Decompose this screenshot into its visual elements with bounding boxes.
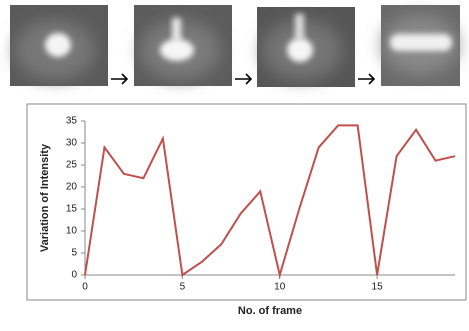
- y-tick-label: 35: [66, 116, 78, 127]
- x-tick-label: 15: [372, 282, 384, 293]
- x-tick-label: 5: [180, 282, 186, 293]
- y-tick-label: 20: [66, 182, 78, 193]
- y-tick-label: 15: [66, 204, 78, 215]
- chart-frame: [27, 104, 466, 300]
- frame-image: [381, 5, 460, 86]
- x-axis-label: No. of frame: [238, 305, 302, 317]
- y-tick-label: 30: [66, 138, 78, 149]
- frame-image: [134, 5, 232, 86]
- frame-image: [257, 7, 355, 87]
- y-tick-label: 10: [66, 226, 78, 237]
- page: No. of frame Variation of Intensity 0 5 10…: [0, 0, 469, 331]
- x-tick-label: 0: [82, 282, 88, 293]
- y-tick-label: 25: [66, 160, 78, 171]
- y-tick-label: 0: [71, 270, 77, 281]
- frame-image: [10, 5, 108, 86]
- y-axis-label: Variation of Intensity: [39, 143, 51, 252]
- y-tick-label: 5: [71, 248, 77, 259]
- x-tick-label: 10: [274, 282, 286, 293]
- microscopy-images: [10, 5, 460, 87]
